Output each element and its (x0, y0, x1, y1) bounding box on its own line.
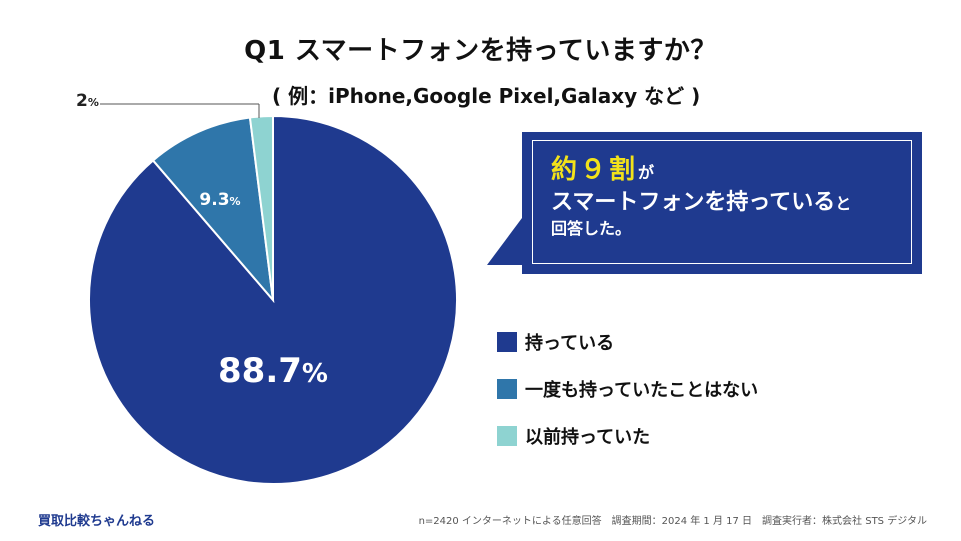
legend: 持っている 一度も持っていたことはない 以前持っていた (497, 330, 758, 471)
slice-label-outside: 2% (76, 91, 99, 111)
legend-swatch (497, 426, 517, 446)
legend-item-owns: 持っている (497, 330, 758, 354)
slice-label-never-owned: 9.3% (199, 190, 240, 210)
legend-swatch (497, 332, 517, 352)
slice-label-owns: 88.7% (218, 351, 328, 391)
legend-swatch (497, 379, 517, 399)
callout-line-3: 回答した。 (551, 218, 632, 238)
callout-suffix-2: と (835, 194, 852, 214)
callout-suffix-1: が (638, 163, 655, 182)
chart-subtitle: ( 例：iPhone,Google Pixel,Galaxy など ) (272, 84, 701, 108)
legend-item-previously-owned: 以前持っていた (497, 424, 758, 448)
legend-label: 持っている (525, 333, 615, 354)
legend-label: 以前持っていた (525, 427, 651, 448)
callout-highlight: 約９割 (551, 155, 639, 185)
callout-box: 約９割が スマートフォンを持っていると 回答した。 (522, 132, 922, 274)
pie-slice-previously-owned (248, 114, 274, 301)
legend-label: 一度も持っていたことはない (525, 380, 759, 401)
chart-title: Q1 スマートフォンを持っていますか？ (244, 36, 717, 66)
brand-name: 買取比較ちゃんねる (38, 514, 156, 529)
pie-slice-never-owned (151, 116, 275, 304)
legend-item-never-owned: 一度も持っていたことはない (497, 377, 758, 401)
survey-footnote: n=2420 インターネットによる任意回答 調査期間：2024 年 1 月 17… (418, 516, 927, 527)
callout-line-2: スマートフォンを持っている (551, 190, 836, 216)
